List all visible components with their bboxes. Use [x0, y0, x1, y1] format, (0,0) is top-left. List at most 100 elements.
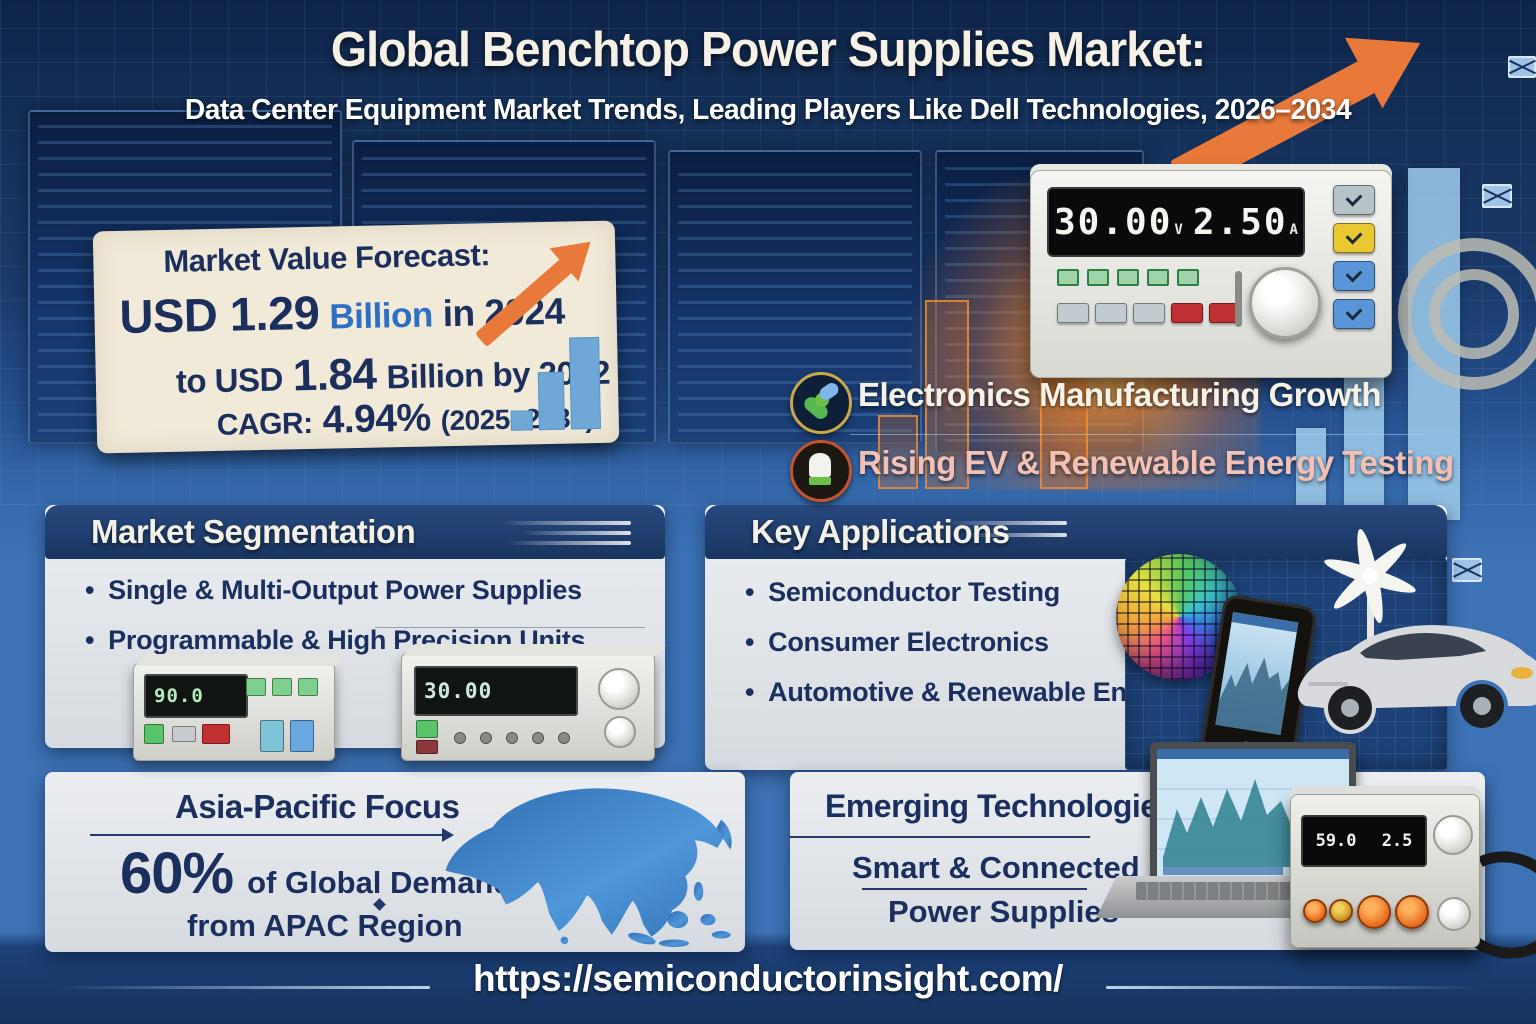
- forecast-bar-medium: [537, 371, 565, 431]
- emerging-technologies-panel: Emerging Technologies Smart & Connected …: [790, 772, 1485, 950]
- speed-line: [947, 521, 1067, 525]
- psu2-readout-1: 59.0: [1315, 831, 1357, 851]
- mini-psu-display: 30.00: [414, 666, 578, 716]
- smartphone-image: [1200, 593, 1318, 765]
- connected-power-supply-image: 59.0 2.5: [1290, 794, 1480, 948]
- psu-button-blue[interactable]: [1333, 261, 1375, 291]
- apac-arrow-head: [442, 828, 454, 842]
- mini-psu-button-darkred: [416, 740, 438, 754]
- blue-bar: [1296, 428, 1326, 520]
- driver-label-ev: Rising EV & Renewable Energy Testing: [858, 444, 1454, 481]
- page-title: Global Benchtop Power Supplies Market:: [330, 23, 1206, 77]
- apac-heading: Asia-Pacific Focus: [175, 788, 460, 825]
- psu-key-gray[interactable]: [1133, 303, 1165, 323]
- bullet-divider: [375, 627, 645, 628]
- asia-pacific-panel: Asia-Pacific Focus 60% of Global Demand …: [45, 772, 745, 952]
- billion-label: Billion: [328, 295, 434, 337]
- applications-bullet: Consumer Electronics: [745, 627, 1183, 658]
- psu-function-key[interactable]: [1087, 269, 1109, 286]
- emerging-line1: Smart & Connected: [852, 850, 1140, 885]
- mini-psu-button-teal: [260, 720, 284, 752]
- mini-psu-knob: [604, 716, 636, 748]
- forecast-bar-tall: [569, 336, 601, 430]
- psu2-knob: [1433, 815, 1473, 855]
- mini-psu-button-green: [416, 720, 438, 738]
- emerging-line2: Power Supplies: [888, 894, 1119, 929]
- orange-bar: [878, 415, 918, 489]
- apac-arrow-line: [90, 834, 442, 836]
- segmentation-bullet: Single & Multi-Output Power Supplies: [85, 575, 585, 606]
- psu-button-yellow[interactable]: [1333, 223, 1375, 253]
- psu-function-key[interactable]: [1117, 269, 1139, 286]
- footer-line-right: [1106, 986, 1481, 989]
- psu2-binding-post: [1395, 895, 1429, 929]
- benchtop-power-supply: 30.00 V 2.50 A: [1030, 170, 1392, 378]
- cagr-value: 4.94%: [322, 396, 432, 442]
- mini-psu-knob: [598, 668, 640, 710]
- apac-stat-value: 60%: [120, 841, 234, 906]
- psu2-display: 59.0 2.5: [1301, 815, 1427, 867]
- mini-psu-button-round: [558, 732, 570, 744]
- car-image: [1297, 625, 1536, 734]
- psu2-binding-post: [1357, 895, 1391, 929]
- speed-line: [521, 531, 631, 535]
- psu2-knob: [1437, 897, 1471, 931]
- footer-line-left: [55, 986, 430, 989]
- psu-display: 30.00 V 2.50 A: [1047, 187, 1305, 257]
- current-unit: A: [1289, 221, 1298, 238]
- image-icon: [1452, 558, 1482, 582]
- mini-psu-button-green: [246, 678, 266, 696]
- mini-psu-button-round: [532, 732, 544, 744]
- market-segmentation-panel: Market Segmentation Single & Multi-Outpu…: [45, 505, 665, 761]
- psu-key-gray[interactable]: [1095, 303, 1127, 323]
- mini-psu-button-green: [272, 678, 292, 696]
- psu2-button-amber: [1329, 899, 1353, 923]
- cagr-label: CAGR:: [216, 406, 313, 442]
- mini-psu-button-round: [454, 732, 466, 744]
- asia-map: [445, 788, 732, 948]
- market-value-forecast-card: Market Value Forecast: USD 1.29 Billion …: [92, 220, 620, 454]
- voltage-unit: V: [1174, 221, 1183, 238]
- psu-rotary-knob[interactable]: [1249, 267, 1321, 339]
- psu-slot: [1235, 271, 1242, 327]
- apac-line2: from APAC Region: [187, 908, 463, 943]
- forecast-bar-small: [510, 410, 533, 431]
- manufacturing-icon: [790, 372, 852, 434]
- psu-button-gray[interactable]: [1333, 185, 1375, 215]
- forecast-value-2032: 1.84: [292, 349, 377, 401]
- mini-power-supply-left: 90.0: [133, 663, 335, 761]
- mini-psu-button-green: [298, 678, 318, 696]
- image-icon: [1482, 184, 1512, 208]
- website-url[interactable]: https://semiconductorinsight.com/: [473, 958, 1063, 999]
- mini-psu-display: 90.0: [144, 674, 248, 718]
- psu2-button-orange: [1303, 899, 1327, 923]
- psu-function-key[interactable]: [1057, 269, 1079, 286]
- mini-psu-button-blue: [290, 720, 314, 752]
- psu-function-key[interactable]: [1177, 269, 1199, 286]
- mini-psu-button-round: [480, 732, 492, 744]
- psu-key-red[interactable]: [1171, 303, 1203, 323]
- mini-psu-button-green: [144, 724, 164, 744]
- speed-line: [967, 533, 1067, 537]
- voltage-readout: 30.00: [1054, 201, 1173, 243]
- wind-turbine-image: [1324, 529, 1416, 653]
- psu-button-blue[interactable]: [1333, 299, 1375, 329]
- server-rack: [668, 150, 922, 444]
- driver-divider: [850, 434, 1425, 435]
- applications-bullet: Semiconductor Testing: [745, 577, 1183, 608]
- speed-line: [501, 521, 631, 525]
- current-readout: 2.50: [1192, 201, 1288, 243]
- mini-psu-button-gray: [172, 726, 196, 742]
- page-subtitle: Data Center Equipment Market Trends, Lea…: [184, 94, 1352, 126]
- applications-bullets: Semiconductor Testing Consumer Electroni…: [745, 577, 1183, 727]
- applications-heading: Key Applications: [705, 505, 1447, 559]
- psu-key-gray[interactable]: [1057, 303, 1089, 323]
- driver-label-manufacturing: Electronics Manufacturing Growth: [858, 376, 1382, 413]
- forecast-value-2024: USD 1.29: [118, 285, 320, 343]
- psu-side-buttons: [1333, 185, 1377, 337]
- mini-psu-button-red: [202, 724, 230, 744]
- mini-power-supply-right: 30.00: [401, 653, 655, 761]
- psu-function-key[interactable]: [1147, 269, 1169, 286]
- mini-psu-button-round: [506, 732, 518, 744]
